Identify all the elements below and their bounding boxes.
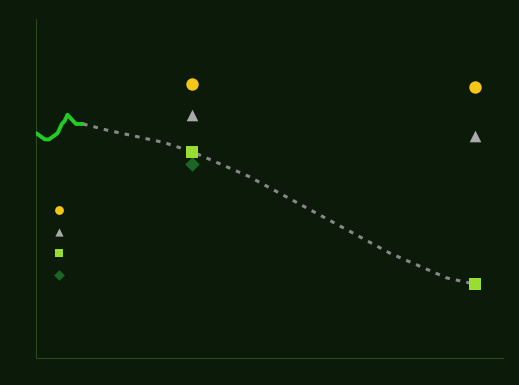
Point xyxy=(55,272,63,278)
Point xyxy=(55,207,63,213)
Point xyxy=(471,133,479,139)
Point xyxy=(188,112,196,118)
Point xyxy=(188,161,196,167)
Point xyxy=(471,84,479,90)
Point xyxy=(471,281,479,287)
Point xyxy=(55,250,63,256)
Point xyxy=(188,149,196,155)
Point xyxy=(55,229,63,235)
Point xyxy=(188,81,196,87)
